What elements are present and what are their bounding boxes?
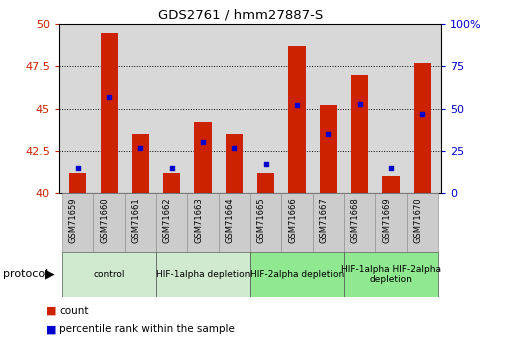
- FancyBboxPatch shape: [344, 193, 376, 252]
- Text: GSM71661: GSM71661: [131, 197, 141, 243]
- Text: GSM71664: GSM71664: [225, 197, 234, 243]
- Text: count: count: [59, 306, 89, 315]
- Bar: [101, 32, 117, 193]
- FancyBboxPatch shape: [407, 193, 438, 252]
- Point: [74, 165, 82, 170]
- Text: HIF-2alpha depletion: HIF-2alpha depletion: [250, 270, 344, 279]
- Bar: [132, 134, 149, 193]
- FancyBboxPatch shape: [219, 193, 250, 252]
- Point: [105, 94, 113, 100]
- Point: [262, 162, 270, 167]
- FancyBboxPatch shape: [187, 193, 219, 252]
- Point: [324, 131, 332, 137]
- Text: GSM71660: GSM71660: [100, 197, 109, 243]
- Text: ▶: ▶: [45, 268, 55, 281]
- Text: GSM71665: GSM71665: [256, 197, 266, 243]
- Text: GSM71669: GSM71669: [382, 197, 391, 243]
- FancyBboxPatch shape: [344, 252, 438, 297]
- Point: [136, 145, 145, 150]
- Bar: [383, 176, 400, 193]
- Text: GSM71663: GSM71663: [194, 197, 203, 243]
- Bar: [194, 122, 212, 193]
- FancyBboxPatch shape: [156, 252, 250, 297]
- Text: GSM71670: GSM71670: [413, 197, 422, 243]
- Text: HIF-1alpha depletion: HIF-1alpha depletion: [156, 270, 250, 279]
- Bar: [163, 173, 181, 193]
- Point: [168, 165, 176, 170]
- Point: [293, 102, 301, 108]
- Text: GSM71668: GSM71668: [351, 197, 360, 243]
- Text: GDS2761 / hmm27887-S: GDS2761 / hmm27887-S: [159, 9, 324, 22]
- Text: GSM71666: GSM71666: [288, 197, 297, 243]
- FancyBboxPatch shape: [93, 193, 125, 252]
- Point: [418, 111, 426, 117]
- FancyBboxPatch shape: [313, 193, 344, 252]
- Bar: [320, 105, 337, 193]
- Bar: [351, 75, 368, 193]
- Point: [387, 165, 395, 170]
- Text: ■: ■: [46, 325, 56, 334]
- FancyBboxPatch shape: [376, 193, 407, 252]
- Text: GSM71659: GSM71659: [69, 197, 78, 243]
- Bar: [226, 134, 243, 193]
- Bar: [288, 46, 306, 193]
- FancyBboxPatch shape: [282, 193, 313, 252]
- Bar: [257, 173, 274, 193]
- FancyBboxPatch shape: [156, 193, 187, 252]
- FancyBboxPatch shape: [250, 252, 344, 297]
- Text: ■: ■: [46, 306, 56, 315]
- Text: percentile rank within the sample: percentile rank within the sample: [59, 325, 235, 334]
- Bar: [414, 63, 431, 193]
- Text: control: control: [93, 270, 125, 279]
- Text: GSM71662: GSM71662: [163, 197, 172, 243]
- Point: [356, 101, 364, 106]
- FancyBboxPatch shape: [62, 252, 156, 297]
- FancyBboxPatch shape: [125, 193, 156, 252]
- Text: GSM71667: GSM71667: [320, 197, 328, 243]
- Point: [230, 145, 239, 150]
- FancyBboxPatch shape: [250, 193, 282, 252]
- Text: protocol: protocol: [3, 269, 48, 279]
- FancyBboxPatch shape: [62, 193, 93, 252]
- Point: [199, 140, 207, 145]
- Text: HIF-1alpha HIF-2alpha
depletion: HIF-1alpha HIF-2alpha depletion: [341, 265, 441, 284]
- Bar: [69, 173, 86, 193]
